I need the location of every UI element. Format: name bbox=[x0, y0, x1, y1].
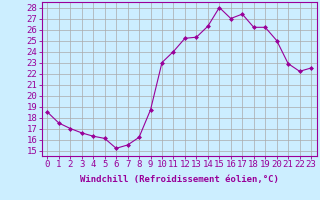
X-axis label: Windchill (Refroidissement éolien,°C): Windchill (Refroidissement éolien,°C) bbox=[80, 175, 279, 184]
